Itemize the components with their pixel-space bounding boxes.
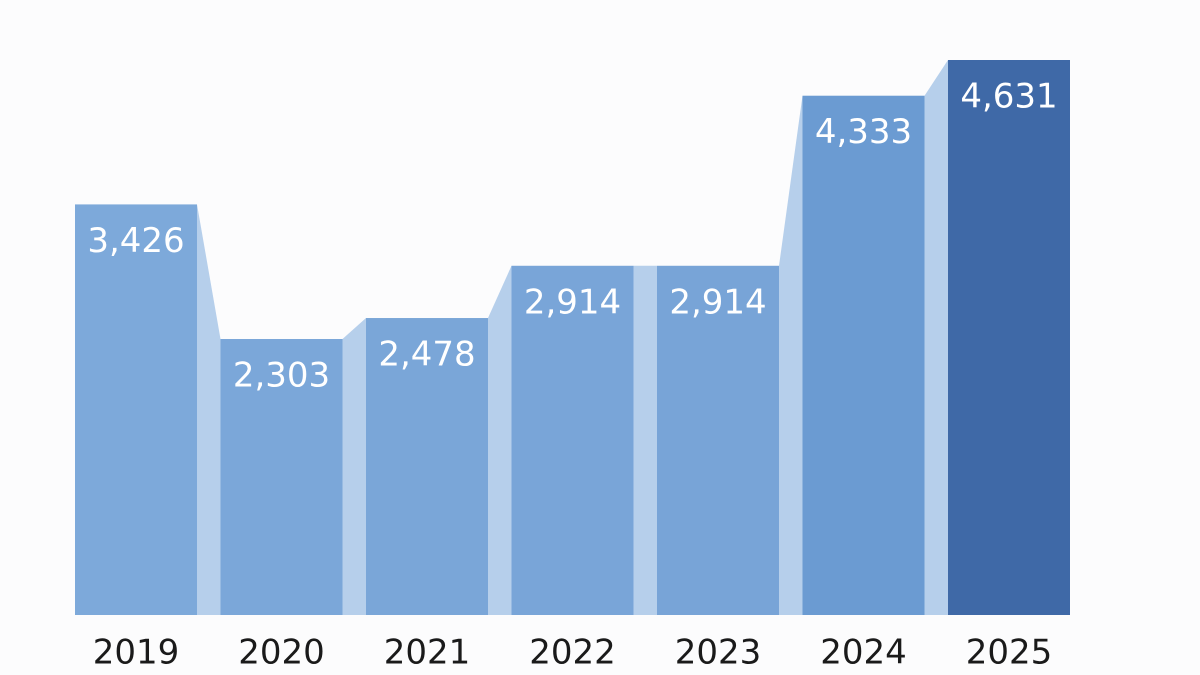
x-tick-label: 2020 bbox=[238, 633, 325, 673]
value-label: 2,303 bbox=[233, 355, 330, 395]
value-label: 3,426 bbox=[87, 221, 184, 261]
connector bbox=[488, 265, 512, 615]
connector bbox=[779, 95, 803, 615]
bar bbox=[657, 265, 779, 615]
value-label: 2,478 bbox=[378, 335, 475, 375]
value-label: 2,914 bbox=[669, 282, 766, 322]
x-tick-label: 2025 bbox=[966, 633, 1053, 673]
connector bbox=[924, 60, 948, 615]
x-tick-label: 2024 bbox=[820, 633, 907, 673]
connector bbox=[342, 318, 366, 615]
bar bbox=[75, 204, 197, 615]
bar bbox=[511, 265, 634, 615]
x-tick-label: 2022 bbox=[529, 633, 616, 673]
bar bbox=[366, 318, 488, 615]
x-tick-label: 2021 bbox=[384, 633, 471, 673]
connector bbox=[197, 204, 221, 615]
bar bbox=[948, 60, 1070, 615]
value-label: 4,333 bbox=[815, 112, 912, 152]
bar bbox=[802, 95, 925, 615]
x-tick-label: 2023 bbox=[675, 633, 762, 673]
x-tick-label: 2019 bbox=[93, 633, 180, 673]
value-label: 4,631 bbox=[960, 77, 1057, 117]
value-label: 2,914 bbox=[524, 282, 621, 322]
connector bbox=[633, 265, 657, 615]
bar bbox=[220, 338, 343, 615]
